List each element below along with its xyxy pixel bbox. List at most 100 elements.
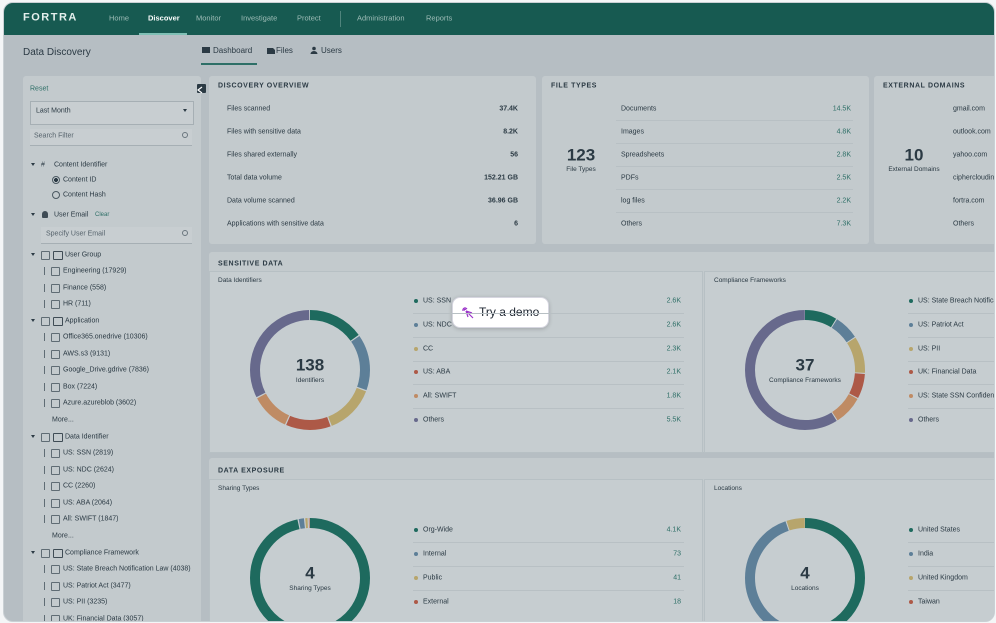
filter-title: Content Identifier	[54, 161, 108, 169]
checkbox[interactable]	[51, 366, 60, 376]
nav-item[interactable]: Investigate	[241, 13, 278, 23]
total-label: File Types	[566, 165, 596, 173]
checkbox[interactable]	[51, 465, 60, 475]
tree-line	[44, 581, 45, 590]
total-count: 10	[904, 145, 924, 165]
tab[interactable]: Files	[276, 46, 293, 55]
legend-dot	[414, 370, 418, 374]
search-filter[interactable]	[30, 129, 192, 146]
donut-total: 4	[800, 563, 810, 583]
checkbox[interactable]	[51, 614, 60, 621]
reset-link[interactable]: Reset	[30, 85, 49, 93]
row-separator	[616, 189, 853, 190]
checkbox[interactable]	[51, 449, 60, 458]
email-placeholder: Specify User Email	[46, 230, 106, 238]
legend-label: US: Patriot Act	[918, 321, 964, 329]
expand-caret[interactable]	[31, 435, 35, 438]
checkbox[interactable]	[41, 317, 50, 326]
metric-value: 36.96 GB	[488, 197, 518, 205]
group-icon	[53, 433, 63, 442]
file-count: 2.2K	[836, 197, 851, 205]
legend-value: 2.6K	[666, 321, 681, 329]
row-separator	[413, 590, 684, 591]
tab[interactable]: Users	[321, 46, 342, 55]
checkbox[interactable]	[51, 482, 60, 492]
legend-label: US: NDC	[423, 321, 452, 329]
checkbox[interactable]	[51, 515, 60, 525]
donut-segment	[250, 310, 370, 430]
checkbox[interactable]	[51, 283, 60, 293]
tab[interactable]: Dashboard	[213, 46, 253, 55]
panel-title: FILE TYPES	[551, 82, 598, 90]
try-demo-button[interactable]: Try a demo	[452, 297, 549, 328]
file-count: 2.5K	[836, 174, 851, 182]
filter-title: User Group	[65, 251, 102, 259]
donut-label: Compliance Frameworks	[769, 376, 841, 384]
search-placeholder: Search Filter	[34, 132, 74, 140]
metric-label: Applications with sensitive data	[227, 220, 324, 228]
compliance-donut	[745, 310, 865, 430]
checkbox[interactable]	[51, 382, 60, 392]
checkbox[interactable]	[51, 565, 60, 574]
row-separator	[908, 590, 994, 591]
donut-total: 37	[795, 355, 815, 375]
legend-label: Others	[423, 416, 445, 424]
period-select[interactable]	[30, 101, 194, 125]
metric-label: Data volume scanned	[227, 197, 295, 205]
legend-label: Public	[423, 574, 443, 582]
radio[interactable]	[52, 176, 60, 184]
checkbox[interactable]	[41, 251, 50, 260]
checkbox[interactable]	[51, 267, 60, 276]
more-link[interactable]: More...	[52, 416, 74, 424]
legend-label: Others	[918, 416, 940, 424]
tree-line	[44, 349, 45, 358]
checkbox[interactable]	[51, 300, 60, 310]
email-input[interactable]	[41, 227, 192, 244]
nav-item[interactable]: Reports	[426, 13, 453, 23]
expand-caret[interactable]	[31, 253, 35, 256]
checkbox[interactable]	[51, 581, 60, 591]
expand-caret[interactable]	[31, 551, 35, 554]
expand-caret[interactable]	[31, 213, 35, 216]
nav-item[interactable]: Monitor	[196, 13, 222, 23]
more-link[interactable]: More...	[52, 532, 74, 540]
expand-caret[interactable]	[31, 163, 35, 166]
top-nav	[4, 3, 994, 35]
checkbox[interactable]	[51, 399, 60, 409]
filter-option: US: PII (3235)	[63, 598, 108, 606]
legend-value: 73	[673, 550, 681, 558]
row-separator	[616, 143, 853, 144]
legend-dot	[909, 347, 913, 351]
donut-segment	[745, 310, 865, 430]
active-tab-indicator	[201, 63, 257, 65]
checkbox[interactable]	[41, 549, 50, 558]
period-value: Last Month	[36, 107, 71, 115]
row-separator	[413, 542, 684, 543]
nav-item[interactable]: Administration	[357, 13, 405, 23]
checkbox[interactable]	[41, 433, 50, 442]
tree-line	[44, 565, 45, 573]
nav-item[interactable]: Protect	[297, 13, 321, 23]
domain: yahoo.com	[953, 151, 988, 159]
expand-caret[interactable]	[31, 319, 35, 322]
legend-label: External	[423, 598, 449, 606]
nav-item[interactable]: Home	[109, 13, 130, 23]
radio[interactable]	[52, 191, 60, 199]
metric-label: Files with sensitive data	[227, 128, 301, 136]
checkbox[interactable]	[51, 333, 60, 342]
collapse-button[interactable]	[197, 84, 206, 93]
checkbox[interactable]	[51, 349, 60, 359]
radio-label: Content Hash	[63, 191, 106, 199]
row-separator	[413, 361, 684, 362]
row-separator	[908, 361, 994, 362]
metric-value: 152.21 GB	[484, 174, 518, 182]
legend-dot	[414, 347, 418, 351]
legend-dot	[909, 323, 913, 327]
legend-dot	[414, 394, 418, 398]
metric-value: 6	[514, 220, 518, 228]
clear-link[interactable]: Clear	[95, 212, 110, 218]
checkbox[interactable]	[51, 498, 60, 508]
nav-item[interactable]: Discover	[148, 13, 180, 23]
checkbox[interactable]	[51, 598, 60, 608]
metric-label: Files scanned	[227, 105, 271, 113]
